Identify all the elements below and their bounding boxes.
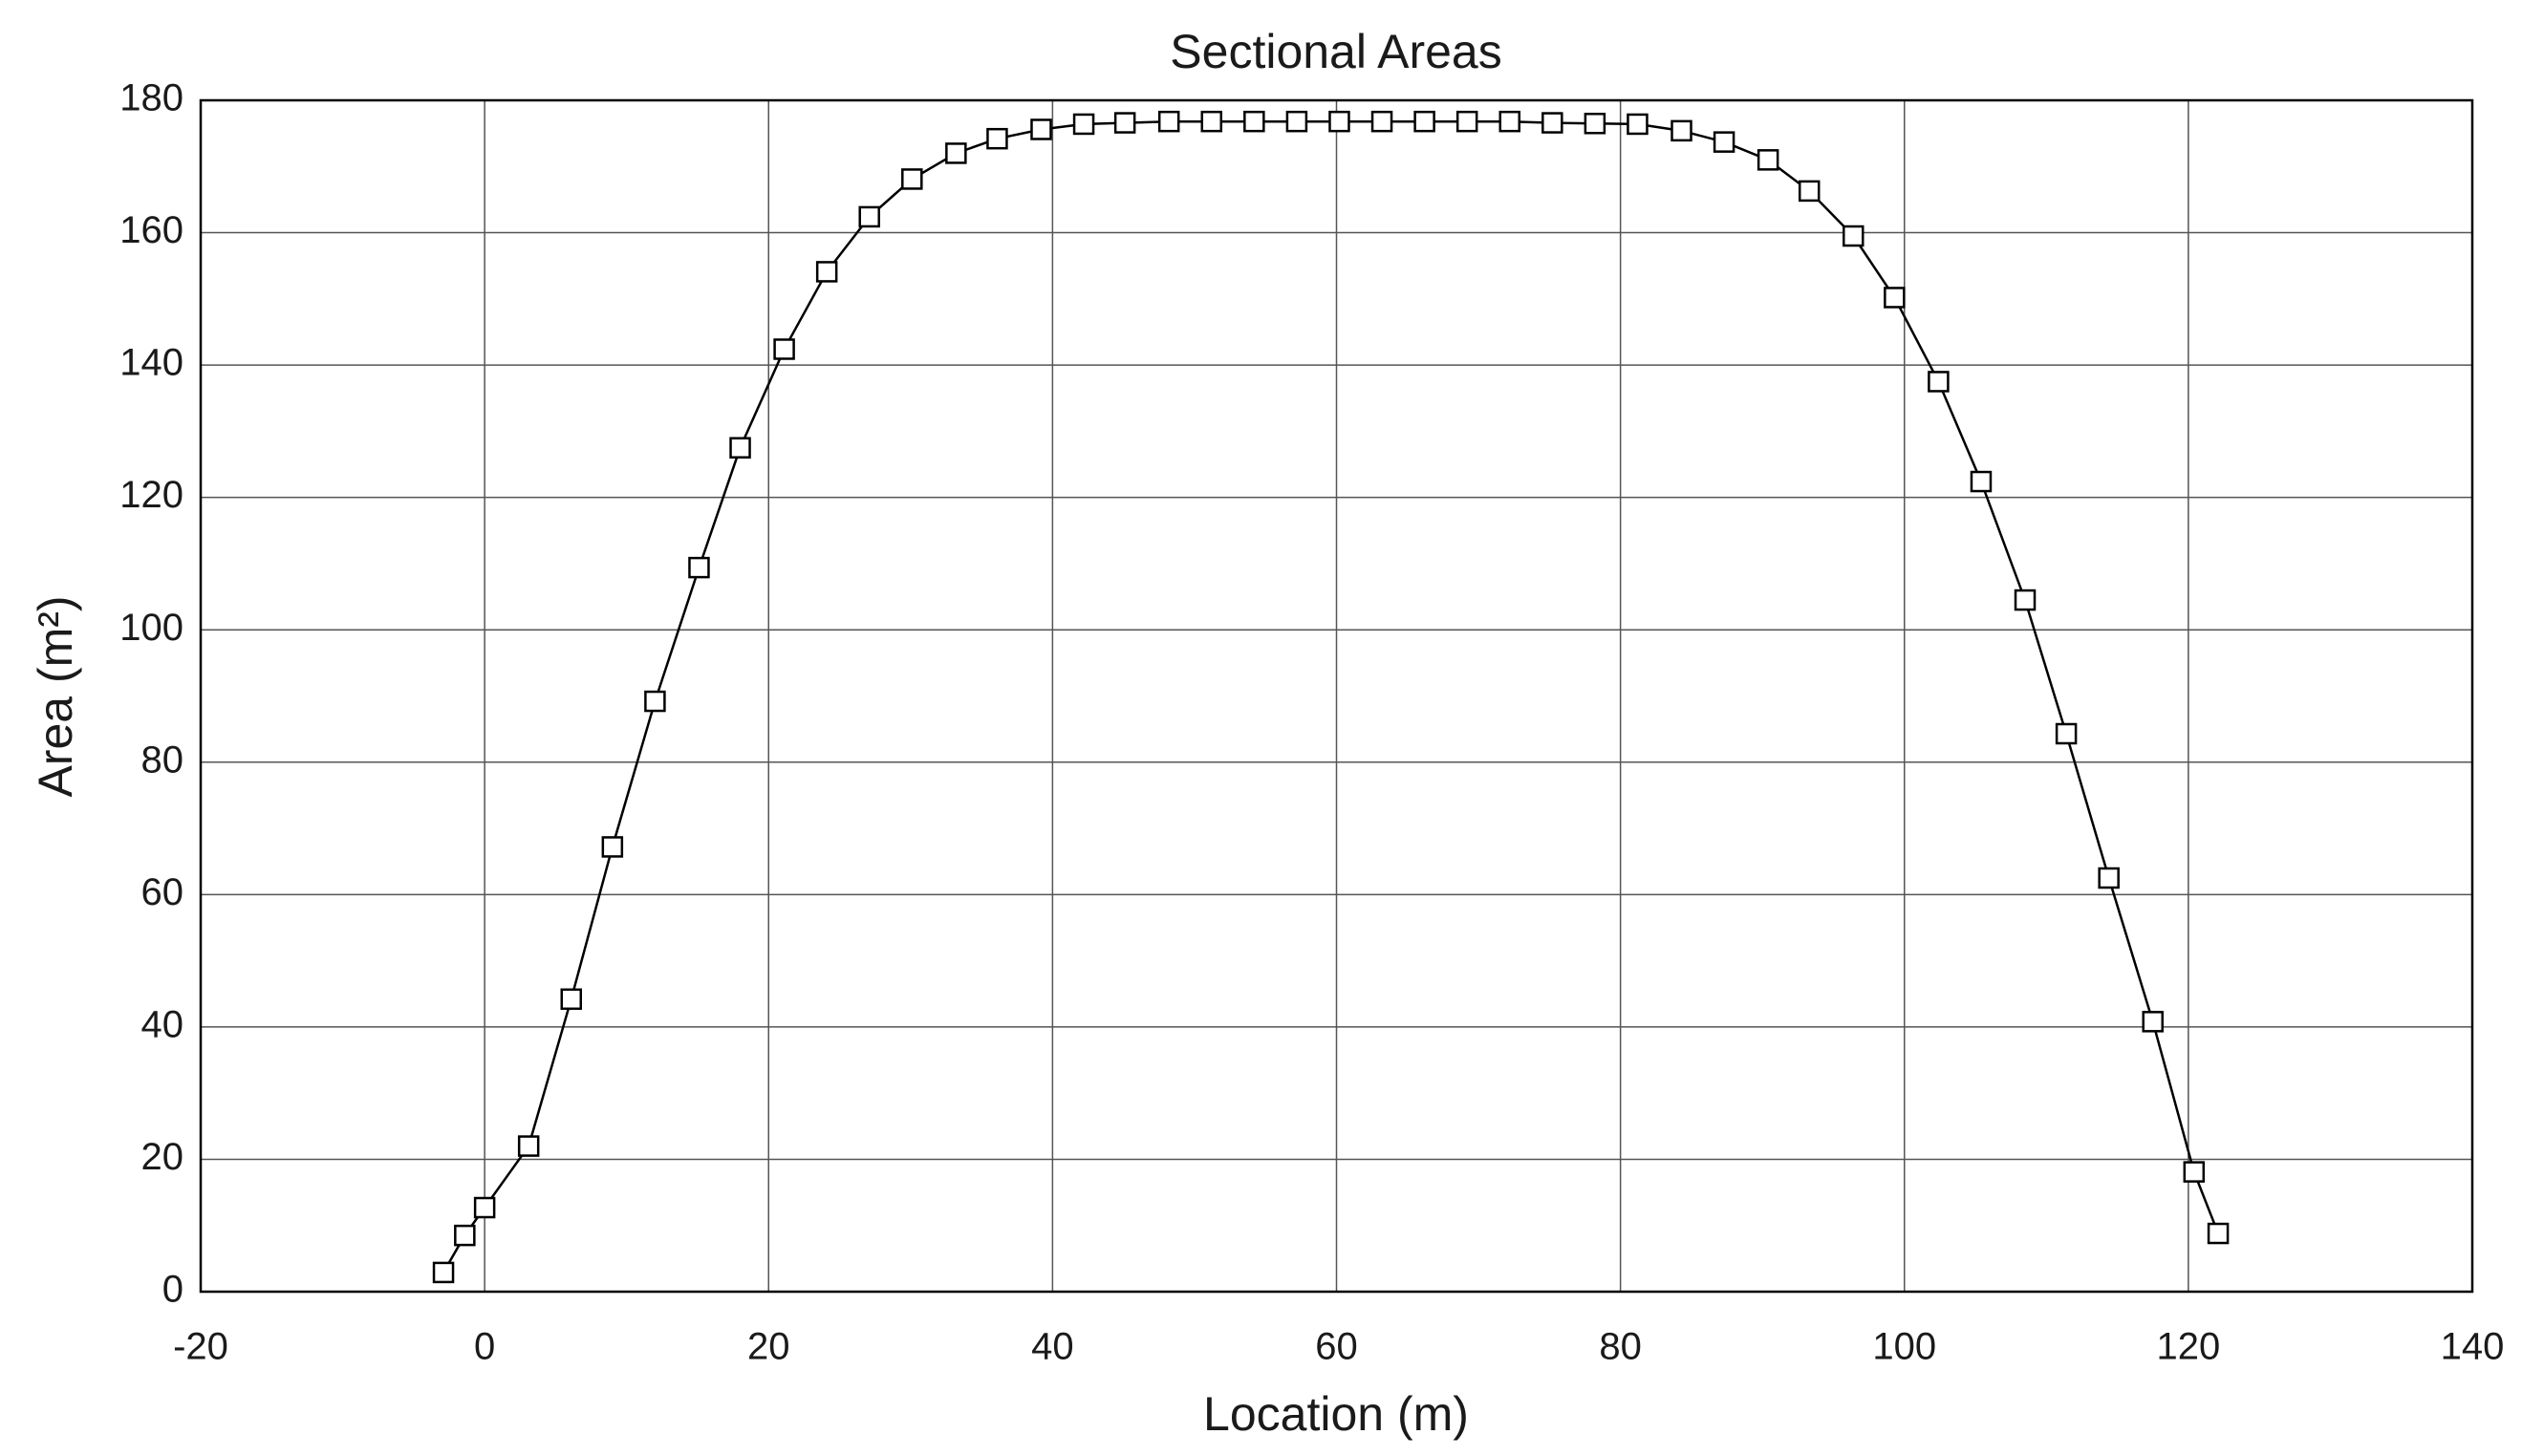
data-point <box>601 836 624 858</box>
data-point <box>729 437 751 459</box>
data-point <box>986 127 1008 150</box>
y-tick-label: 80 <box>141 739 184 781</box>
data-point <box>1541 112 1563 134</box>
data-point <box>815 261 838 283</box>
data-point <box>1370 110 1393 133</box>
data-point <box>1455 110 1478 133</box>
data-point <box>1285 110 1308 133</box>
y-tick-label: 100 <box>119 607 183 649</box>
data-point <box>1113 112 1136 134</box>
data-point <box>1243 110 1265 133</box>
data-point <box>901 168 923 190</box>
y-tick-label: 20 <box>141 1136 184 1178</box>
data-point <box>473 1196 496 1219</box>
data-point <box>644 690 666 713</box>
data-point <box>2014 589 2037 611</box>
data-point <box>2098 867 2120 889</box>
x-tick-label: 60 <box>1315 1326 1358 1368</box>
data-line <box>442 119 2220 1274</box>
y-tick-label: 0 <box>162 1269 183 1311</box>
data-point <box>688 556 710 579</box>
data-point <box>2055 722 2078 745</box>
data-point <box>858 205 880 228</box>
data-point <box>1200 110 1223 133</box>
x-tick-label: -20 <box>173 1326 228 1368</box>
data-point <box>560 988 582 1011</box>
data-point <box>1713 131 1735 153</box>
x-tick-label: 20 <box>747 1326 790 1368</box>
y-tick-label: 60 <box>141 871 184 913</box>
data-point <box>1928 371 1950 393</box>
data-point <box>432 1261 455 1284</box>
data-point <box>1072 113 1095 136</box>
y-tick-label: 180 <box>119 77 183 119</box>
plot-frame <box>199 98 2474 1294</box>
data-point <box>1671 119 1692 142</box>
x-tick-label: 80 <box>1599 1326 1642 1368</box>
data-point <box>773 338 795 360</box>
y-tick-label: 40 <box>141 1003 184 1045</box>
data-point <box>1584 112 1606 135</box>
y-axis-label: Area (m²) <box>29 595 82 797</box>
x-tick-label: 0 <box>474 1326 495 1368</box>
data-point <box>945 142 967 164</box>
data-point <box>1757 149 1779 171</box>
data-point <box>1970 470 1993 493</box>
y-tick-label: 140 <box>119 342 183 384</box>
data-point <box>1627 113 1649 136</box>
data-point <box>1328 110 1350 133</box>
data-point <box>517 1135 540 1157</box>
data-point <box>1798 180 1821 203</box>
data-point <box>2142 1011 2164 1033</box>
data-point <box>1030 118 1052 140</box>
y-tick-label: 120 <box>119 474 183 516</box>
data-point <box>2207 1222 2230 1245</box>
x-tick-label: 120 <box>2157 1326 2221 1368</box>
y-tick-label: 160 <box>119 209 183 251</box>
data-point <box>1413 110 1435 133</box>
chart-title: Sectional Areas <box>1170 25 1501 78</box>
data-point <box>1157 110 1180 133</box>
data-point <box>1498 110 1520 133</box>
x-tick-label: 40 <box>1031 1326 1074 1368</box>
x-axis-label: Location (m) <box>1203 1387 1469 1441</box>
data-point <box>1843 225 1865 247</box>
x-tick-label: 100 <box>1872 1326 1936 1368</box>
data-point <box>2183 1161 2206 1183</box>
data-point <box>454 1224 476 1247</box>
x-tick-label: 140 <box>2441 1326 2505 1368</box>
data-point <box>1884 287 1906 309</box>
